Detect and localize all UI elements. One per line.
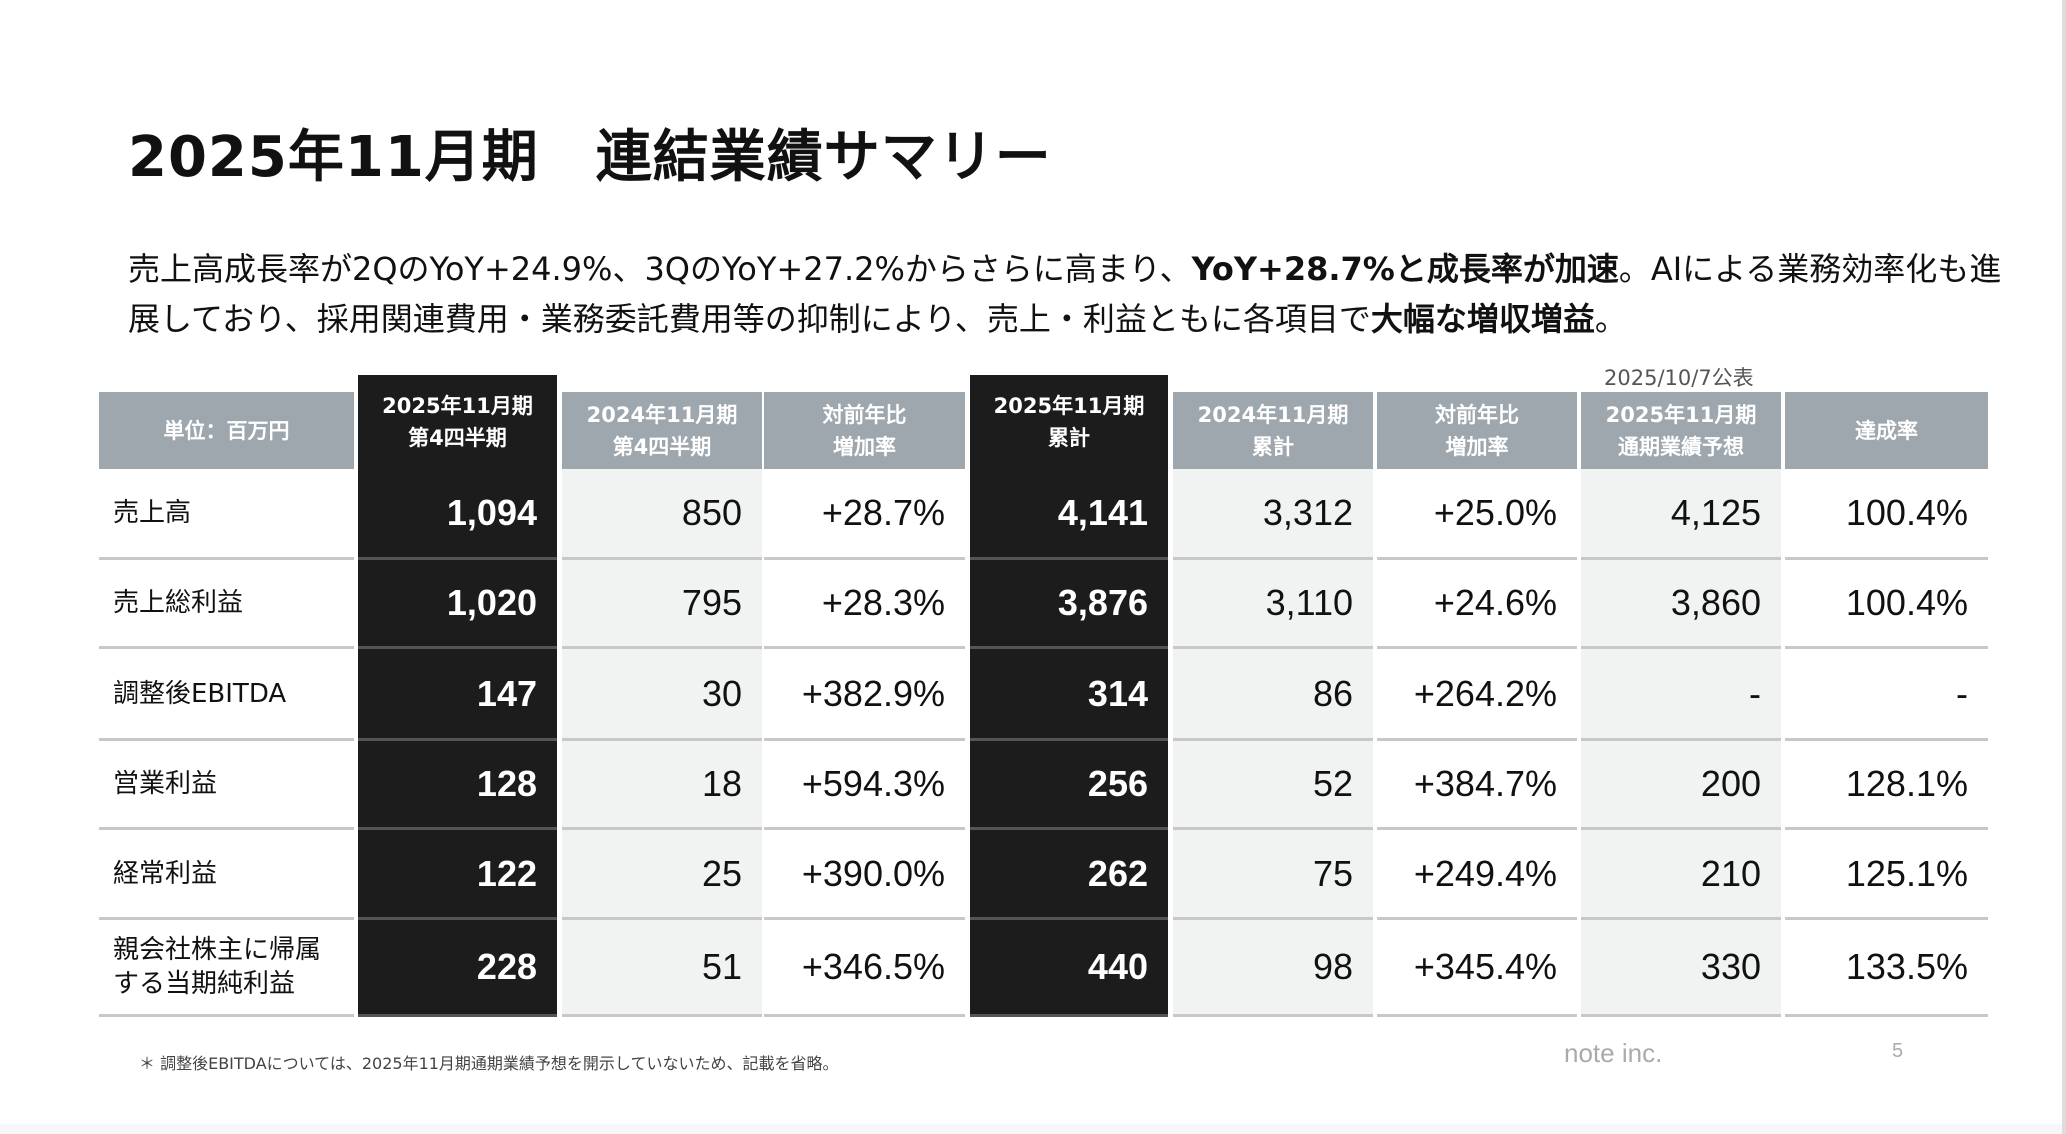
value-cell: 1,020 xyxy=(358,560,557,649)
value-cell: 133.5% xyxy=(1785,920,1988,1017)
column-body: 4,125 3,860-200 210 330 xyxy=(1581,469,1781,1017)
data-column: 達成率 100.4% 100.4% -128.1% 125.1% 133.5% xyxy=(1785,375,1988,1017)
value-cell: 795 xyxy=(562,560,762,649)
value-cell: 147 xyxy=(358,649,557,741)
footnote: ＊ 調整後EBITDAについては、2025年11月期通期業績予想を開示していない… xyxy=(139,1054,839,1073)
value-cell: +25.0% xyxy=(1377,469,1577,560)
row-label: 売上高 xyxy=(99,469,354,560)
page-number: 5 xyxy=(1892,1040,1904,1062)
column-body: 1,094 1,020 147 128 122 228 xyxy=(358,469,557,1017)
slide-edge xyxy=(2062,0,2066,1134)
value-cell: 262 xyxy=(970,830,1168,920)
value-cell: +24.6% xyxy=(1377,560,1577,649)
column-body: 100.4% 100.4% -128.1% 125.1% 133.5% xyxy=(1785,469,1988,1017)
column-body: 850 795 30 18 25 51 xyxy=(562,469,762,1017)
value-cell: 330 xyxy=(1581,920,1781,1017)
row-label: 調整後EBITDA xyxy=(99,649,354,741)
column-header: 2025年11月期 第4四半期 xyxy=(358,375,557,469)
column-header: 2025年11月期 累計 xyxy=(970,375,1168,469)
row-label: 親会社株主に帰属 する当期純利益 xyxy=(99,920,354,1017)
value-cell: +28.7% xyxy=(764,469,965,560)
page-title: 2025年11月期 連結業績サマリー xyxy=(128,125,1052,190)
row-label: 営業利益 xyxy=(99,741,354,830)
forecast-publish-date: 2025/10/7公表 xyxy=(1604,366,1754,390)
value-cell: +28.3% xyxy=(764,560,965,649)
value-cell: 4,141 xyxy=(970,469,1168,560)
value-cell: 25 xyxy=(562,830,762,920)
column-body: 売上高 売上総利益 調整後EBITDA 営業利益 経常利益 親会社株主に帰属 する当期純利… xyxy=(99,469,354,1017)
value-cell: 98 xyxy=(1173,920,1373,1017)
value-cell: 850 xyxy=(562,469,762,560)
value-cell: 30 xyxy=(562,649,762,741)
value-cell: - xyxy=(1785,649,1988,741)
data-column: 2025年11月期 通期業績予想 4,125 3,860-200 210 330 xyxy=(1581,375,1781,1017)
brand-logo: note inc. xyxy=(1564,1038,1663,1068)
data-column: 2024年11月期 第4四半期 850 795 30 18 25 51 xyxy=(562,375,762,1017)
value-cell: 51 xyxy=(562,920,762,1017)
summary-part: 。 xyxy=(1594,300,1627,338)
row-label: 売上総利益 xyxy=(99,560,354,649)
value-cell: 3,110 xyxy=(1173,560,1373,649)
column-header: 対前年比 増加率 xyxy=(764,392,965,469)
value-cell: 52 xyxy=(1173,741,1373,830)
summary-highlight: YoY+28.7%と成長率が加速 xyxy=(1191,250,1619,288)
value-cell: 314 xyxy=(970,649,1168,741)
data-column: 2025年11月期 第4四半期 1,094 1,020 147 128 122 228 xyxy=(358,375,557,1017)
row-label: 経常利益 xyxy=(99,830,354,920)
row-label-column: 単位：百万円 売上高 売上総利益 調整後EBITDA 営業利益 経常利益 親会社株主に帰属 … xyxy=(99,375,354,1017)
data-column: 2024年11月期 累計 3,312 3,110 86 52 75 98 xyxy=(1173,375,1373,1017)
value-cell: 440 xyxy=(970,920,1168,1017)
column-body: +28.7% +28.3% +382.9% +594.3% +390.0% +346.5% xyxy=(764,469,965,1017)
value-cell: 122 xyxy=(358,830,557,920)
value-cell: 4,125 xyxy=(1581,469,1781,560)
data-column: 対前年比 増加率 +25.0% +24.6% +264.2% +384.7% +249.4… xyxy=(1377,375,1577,1017)
value-cell: 100.4% xyxy=(1785,469,1988,560)
results-table: 単位：百万円 売上高 売上総利益 調整後EBITDA 営業利益 経常利益 親会社株主に帰属 … xyxy=(99,375,1988,1017)
value-cell: +264.2% xyxy=(1377,649,1577,741)
value-cell: 3,876 xyxy=(970,560,1168,649)
column-header: 2024年11月期 累計 xyxy=(1173,392,1373,469)
value-cell: +346.5% xyxy=(764,920,965,1017)
value-cell: +384.7% xyxy=(1377,741,1577,830)
value-cell: +249.4% xyxy=(1377,830,1577,920)
value-cell: +345.4% xyxy=(1377,920,1577,1017)
column-body: +25.0% +24.6% +264.2% +384.7% +249.4% +345.4% xyxy=(1377,469,1577,1017)
data-column: 2025年11月期 累計 4,141 3,876 314 256 262 440 xyxy=(970,375,1168,1017)
value-cell: 75 xyxy=(1173,830,1373,920)
column-header: 対前年比 増加率 xyxy=(1377,392,1577,469)
value-cell: 128 xyxy=(358,741,557,830)
column-header: 単位：百万円 xyxy=(99,392,354,469)
data-column: 対前年比 増加率 +28.7% +28.3% +382.9% +594.3% +390.0… xyxy=(764,375,965,1017)
value-cell: 86 xyxy=(1173,649,1373,741)
column-body: 4,141 3,876 314 256 262 440 xyxy=(970,469,1168,1017)
column-header: 達成率 xyxy=(1785,392,1988,469)
summary-text: 売上高成長率が2QのYoY+24.9%、3QのYoY+27.2%からさらに高まり… xyxy=(128,244,2028,344)
value-cell: +390.0% xyxy=(764,830,965,920)
value-cell: 228 xyxy=(358,920,557,1017)
value-cell: 3,860 xyxy=(1581,560,1781,649)
value-cell: 256 xyxy=(970,741,1168,830)
value-cell: 100.4% xyxy=(1785,560,1988,649)
value-cell: 210 xyxy=(1581,830,1781,920)
value-cell: - xyxy=(1581,649,1781,741)
value-cell: 128.1% xyxy=(1785,741,1988,830)
value-cell: 200 xyxy=(1581,741,1781,830)
value-cell: 3,312 xyxy=(1173,469,1373,560)
summary-part: 売上高成長率が2QのYoY+24.9%、3QのYoY+27.2%からさらに高まり… xyxy=(128,250,1192,288)
column-body: 3,312 3,110 86 52 75 98 xyxy=(1173,469,1373,1017)
value-cell: +382.9% xyxy=(764,649,965,741)
summary-part: 。AIによる業務効率化も進展しており、採用関連費用・業務委託費用等の抑制により、… xyxy=(128,250,2002,338)
value-cell: +594.3% xyxy=(764,741,965,830)
value-cell: 18 xyxy=(562,741,762,830)
summary-highlight: 大幅な増収増益 xyxy=(1370,300,1595,338)
column-header: 2025年11月期 通期業績予想 xyxy=(1581,392,1781,469)
value-cell: 1,094 xyxy=(358,469,557,560)
column-header: 2024年11月期 第4四半期 xyxy=(562,392,762,469)
value-cell: 125.1% xyxy=(1785,830,1988,920)
bottom-band xyxy=(0,1124,2066,1134)
